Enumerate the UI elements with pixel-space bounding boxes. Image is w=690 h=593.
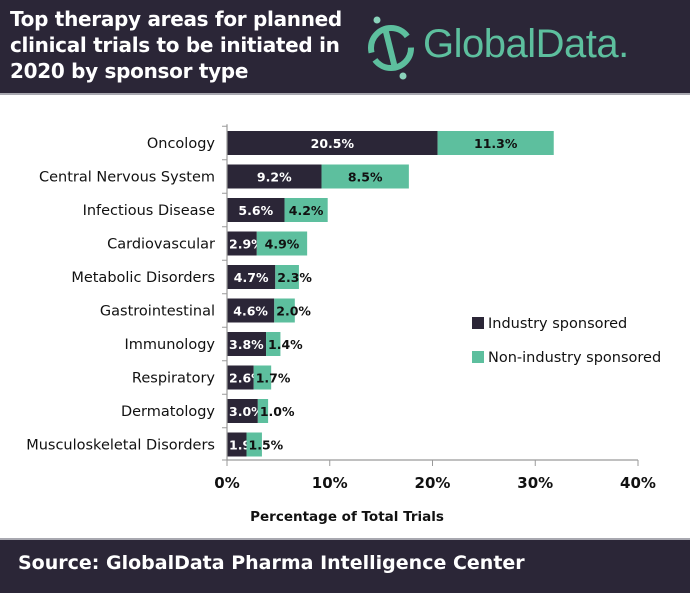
footer-banner: Source: GlobalData Pharma Intelligence C… bbox=[0, 538, 690, 593]
legend-swatch-industry bbox=[472, 317, 484, 329]
data-label-industry: 4.7% bbox=[234, 270, 269, 285]
data-label-non-industry: 1.0% bbox=[260, 404, 295, 419]
bar-non-industry bbox=[256, 231, 308, 256]
bar-non-industry bbox=[246, 432, 262, 457]
category-label: Metabolic Disorders bbox=[71, 270, 215, 286]
data-label-non-industry: 4.2% bbox=[289, 203, 324, 218]
data-label-non-industry: 2.3% bbox=[277, 270, 312, 285]
x-tick-label: 30% bbox=[517, 474, 553, 492]
data-label-industry: 3.8% bbox=[229, 337, 264, 352]
bar-non-industry bbox=[284, 198, 328, 222]
data-label-non-industry: 11.3% bbox=[474, 136, 518, 151]
bar-industry bbox=[227, 265, 276, 289]
category-label: Oncology bbox=[147, 136, 216, 152]
x-tick-label: 40% bbox=[620, 474, 656, 492]
x-tick-label: 10% bbox=[312, 474, 348, 492]
globaldata-logo-icon bbox=[368, 16, 414, 80]
data-label-industry: 2.9% bbox=[229, 237, 264, 252]
bar-non-industry bbox=[253, 365, 272, 390]
header-banner: Top therapy areas for planned clinical t… bbox=[0, 0, 690, 95]
bar-non-industry bbox=[274, 298, 295, 323]
stacked-bar-chart: 20.5% 11.3% 9.2% 8.5% 5.6% 4.2% 2.9% 4.9% 4.7% 2.… bbox=[26, 124, 661, 525]
data-label-non-industry: 2.0% bbox=[276, 304, 311, 319]
x-tick-label: 0% bbox=[214, 474, 239, 492]
source-note: Source: GlobalData Pharma Intelligence C… bbox=[18, 552, 525, 574]
data-label-non-industry: 8.5% bbox=[348, 170, 383, 185]
data-label-industry: 3.0% bbox=[229, 404, 264, 419]
data-label-non-industry: 4.9% bbox=[265, 237, 300, 252]
data-label-non-industry: 1.5% bbox=[249, 438, 284, 453]
category-label: Respiratory bbox=[132, 371, 215, 387]
title-line-3: 2020 by sponsor type bbox=[10, 59, 249, 83]
title-line-2: clinical trials to be initiated in bbox=[10, 33, 340, 57]
category-label: Musculoskeletal Disorders bbox=[26, 438, 215, 454]
bar-industry bbox=[227, 231, 257, 256]
data-label-non-industry: 1.4% bbox=[268, 337, 303, 352]
bar-non-industry bbox=[257, 399, 269, 423]
title-line-1: Top therapy areas for planned bbox=[10, 7, 342, 31]
bar-non-industry bbox=[266, 332, 281, 356]
data-label-industry: 20.5% bbox=[311, 136, 355, 151]
data-label-industry: 4.6% bbox=[233, 304, 268, 319]
bar-industry bbox=[227, 432, 247, 457]
bar-industry bbox=[227, 332, 267, 356]
bar-non-industry bbox=[321, 164, 409, 189]
chart-title: Top therapy areas for planned clinical t… bbox=[10, 6, 360, 84]
bar-non-industry bbox=[437, 131, 554, 155]
bar-industry bbox=[227, 365, 254, 390]
legend-swatch-non-industry bbox=[472, 351, 484, 363]
category-label: Gastrointestinal bbox=[100, 304, 215, 320]
bar-industry bbox=[227, 298, 275, 323]
chart-area: 20.5% 11.3% 9.2% 8.5% 5.6% 4.2% 2.9% 4.9% 4.7% 2.… bbox=[0, 95, 690, 535]
legend-label-industry: Industry sponsored bbox=[488, 316, 627, 332]
globaldata-logo: GlobalData. bbox=[365, 14, 685, 82]
bar-industry bbox=[227, 399, 258, 423]
category-label: Infectious Disease bbox=[83, 203, 216, 219]
data-label-industry: 5.6% bbox=[238, 203, 273, 218]
category-label: Central Nervous System bbox=[39, 170, 215, 186]
x-axis-title: Percentage of Total Trials bbox=[250, 509, 444, 525]
data-label-non-industry: 1.7% bbox=[256, 371, 291, 386]
logo-wordmark: GlobalData. bbox=[423, 22, 629, 66]
data-label-industry: 9.2% bbox=[257, 170, 292, 185]
category-label: Immunology bbox=[125, 337, 216, 353]
bar-non-industry bbox=[275, 265, 299, 289]
x-tick-label: 20% bbox=[415, 474, 451, 492]
category-label: Cardiovascular bbox=[107, 237, 215, 253]
bar-industry bbox=[227, 131, 438, 155]
legend-label-non-industry: Non-industry sponsored bbox=[488, 350, 661, 366]
bar-industry bbox=[227, 164, 322, 189]
bar-industry bbox=[227, 198, 285, 222]
category-label: Dermatology bbox=[121, 404, 215, 420]
